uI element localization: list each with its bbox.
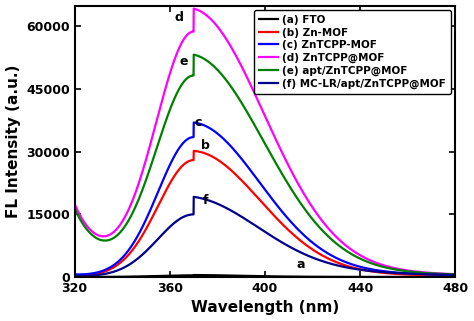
(b) Zn-MOF [372, 270, 377, 274]
(c) ZnTCPP-MOF [91, 271, 97, 275]
(b) Zn-MOF [453, 274, 458, 278]
(b) Zn-MOF [191, 149, 197, 153]
Text: b: b [201, 139, 210, 152]
(c) ZnTCPP-MOF [191, 121, 197, 125]
X-axis label: Wavelength (nm): Wavelength (nm) [191, 300, 339, 316]
Text: a: a [297, 258, 305, 271]
Line: (e) apt/ZnTCPP@MOF: (e) apt/ZnTCPP@MOF [75, 55, 456, 274]
(f) MC-LR/apt/ZnTCPP@MOF [191, 195, 197, 199]
(b) Zn-MOF [72, 274, 78, 278]
(a) FTO [72, 275, 78, 279]
Text: f: f [203, 194, 209, 207]
(d) ZnTCPP@MOF [441, 272, 447, 276]
(c) ZnTCPP-MOF [257, 181, 263, 185]
(b) Zn-MOF [91, 272, 97, 276]
(e) apt/ZnTCPP@MOF [442, 272, 447, 276]
(c) ZnTCPP-MOF [372, 268, 377, 272]
(e) apt/ZnTCPP@MOF [453, 273, 458, 276]
(c) ZnTCPP-MOF [441, 273, 447, 277]
(e) apt/ZnTCPP@MOF [191, 53, 197, 56]
(a) FTO [247, 274, 253, 278]
(c) ZnTCPP-MOF [247, 168, 253, 171]
(e) apt/ZnTCPP@MOF [247, 115, 253, 119]
(f) MC-LR/apt/ZnTCPP@MOF [91, 273, 97, 277]
Legend: (a) FTO, (b) Zn-MOF, (c) ZnTCPP-MOF, (d) ZnTCPP@MOF, (e) apt/ZnTCPP@MOF, (f) MC-: (a) FTO, (b) Zn-MOF, (c) ZnTCPP-MOF, (d)… [254, 10, 451, 94]
(f) MC-LR/apt/ZnTCPP@MOF [72, 274, 78, 278]
(b) Zn-MOF [442, 274, 447, 278]
(d) ZnTCPP@MOF [72, 202, 78, 206]
(e) apt/ZnTCPP@MOF [72, 207, 78, 211]
(a) FTO [442, 275, 447, 279]
(a) FTO [441, 275, 447, 279]
(c) ZnTCPP-MOF [453, 273, 458, 277]
(f) MC-LR/apt/ZnTCPP@MOF [453, 273, 458, 277]
(a) FTO [372, 275, 377, 279]
Line: (f) MC-LR/apt/ZnTCPP@MOF: (f) MC-LR/apt/ZnTCPP@MOF [75, 197, 456, 276]
(a) FTO [191, 273, 197, 277]
(e) apt/ZnTCPP@MOF [441, 272, 447, 276]
(e) apt/ZnTCPP@MOF [91, 235, 97, 239]
(d) ZnTCPP@MOF [453, 272, 458, 276]
(d) ZnTCPP@MOF [257, 103, 263, 107]
(f) MC-LR/apt/ZnTCPP@MOF [442, 273, 447, 277]
(f) MC-LR/apt/ZnTCPP@MOF [442, 273, 447, 277]
(d) ZnTCPP@MOF [191, 7, 197, 11]
Line: (c) ZnTCPP-MOF: (c) ZnTCPP-MOF [75, 123, 456, 275]
(b) Zn-MOF [257, 198, 263, 202]
(c) ZnTCPP-MOF [442, 273, 447, 277]
(a) FTO [453, 275, 458, 279]
(b) Zn-MOF [441, 273, 447, 277]
Line: (b) Zn-MOF: (b) Zn-MOF [75, 151, 456, 276]
(c) ZnTCPP-MOF [72, 273, 78, 276]
(a) FTO [257, 274, 263, 278]
(e) apt/ZnTCPP@MOF [257, 133, 263, 137]
Text: e: e [180, 55, 188, 68]
(a) FTO [91, 275, 97, 279]
(f) MC-LR/apt/ZnTCPP@MOF [372, 270, 378, 273]
(f) MC-LR/apt/ZnTCPP@MOF [257, 227, 263, 231]
(d) ZnTCPP@MOF [442, 272, 447, 276]
Line: (d) ZnTCPP@MOF: (d) ZnTCPP@MOF [75, 9, 456, 274]
(d) ZnTCPP@MOF [372, 260, 377, 264]
(d) ZnTCPP@MOF [91, 231, 97, 235]
(e) apt/ZnTCPP@MOF [372, 263, 377, 266]
Line: (a) FTO: (a) FTO [75, 275, 456, 277]
Y-axis label: FL Intensity (a.u.): FL Intensity (a.u.) [6, 65, 20, 218]
(d) ZnTCPP@MOF [247, 82, 253, 85]
(f) MC-LR/apt/ZnTCPP@MOF [247, 220, 253, 224]
Text: d: d [175, 11, 184, 24]
Text: c: c [195, 116, 202, 129]
(f) MC-LR/apt/ZnTCPP@MOF [74, 274, 80, 278]
(b) Zn-MOF [247, 187, 253, 191]
